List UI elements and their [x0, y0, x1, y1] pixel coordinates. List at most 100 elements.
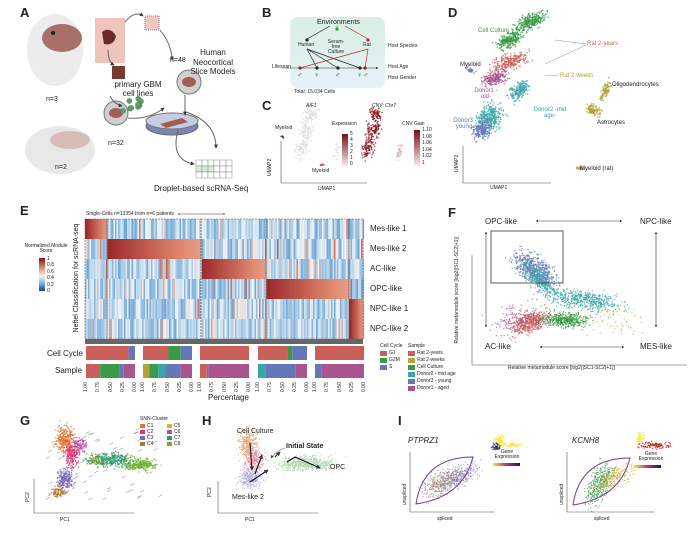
scatter-point [525, 88, 528, 90]
heatmap-cell [259, 259, 261, 279]
heatmap-cell [206, 259, 209, 279]
heatmap-cell [152, 319, 155, 339]
heatmap-cell [112, 299, 114, 319]
scatter-point [304, 122, 307, 124]
scatter-point [517, 84, 520, 87]
scatter-point [310, 134, 313, 137]
scatter-point [540, 263, 542, 265]
scatter-point [481, 81, 483, 83]
scatter-point [519, 65, 522, 68]
heatmap-cell [353, 239, 356, 259]
heatmap-cell [356, 239, 359, 259]
scatter-point [301, 124, 304, 127]
heatmap-cell [203, 299, 206, 319]
scatter-point [542, 16, 544, 19]
scatter-point [337, 149, 339, 152]
heatmap-cell [100, 259, 102, 279]
heatmap-cell [118, 219, 120, 239]
scatter-point [535, 17, 537, 19]
scatter-point [591, 105, 594, 108]
scatter-point [306, 105, 309, 107]
heatmap-cell [149, 319, 152, 339]
scatter-point [531, 13, 534, 16]
heatmap-cell [167, 239, 170, 259]
heatmap-cell [163, 279, 165, 299]
scatter-point [525, 60, 528, 63]
scatter-point [501, 70, 503, 73]
scatter-point [371, 143, 373, 145]
heatmap-cell [334, 219, 336, 239]
scatter-point [480, 120, 482, 123]
heatmap-cell [286, 279, 288, 299]
scatter-point [538, 278, 540, 281]
heatmap-cell [158, 319, 161, 339]
heatmap-cell [140, 279, 143, 299]
heatmap-cell [208, 239, 210, 259]
gbm-cell-icon [120, 108, 126, 114]
scatter-point [520, 267, 522, 270]
scatter-point [400, 145, 402, 148]
scatter-point [522, 29, 525, 31]
scatter-point [496, 74, 499, 77]
scatter-point [526, 15, 529, 17]
heatmap-cell [161, 279, 164, 299]
heatmap-cell [307, 259, 309, 279]
scatter-point [510, 57, 513, 59]
heatmap-cell [122, 239, 125, 259]
scatter-point [335, 158, 338, 161]
scatter-point [528, 274, 530, 276]
scatter-point [487, 80, 490, 82]
scatter-point [333, 156, 335, 158]
heatmap-cell [91, 319, 93, 339]
heatmap-cell [116, 279, 119, 299]
scatter-point [306, 109, 309, 111]
heatmap-cell [223, 279, 225, 299]
heatmap-cell [289, 299, 291, 319]
heatmap-cell [164, 239, 167, 259]
scatter-point [513, 90, 516, 93]
heatmap-cell [235, 299, 237, 319]
heatmap-cell [353, 259, 356, 279]
scatter-point [519, 245, 521, 247]
heatmap-cell [245, 219, 248, 239]
scatter-point [307, 130, 310, 132]
scatter-point [494, 79, 496, 81]
scatter-point [483, 111, 486, 113]
scatter-point [529, 26, 531, 29]
scatter-point [551, 277, 553, 280]
scatter-point [377, 110, 380, 112]
scatter-point [500, 59, 503, 61]
heatmap-cell [323, 219, 326, 239]
legend-swatch [380, 365, 387, 370]
heatmap-cell [202, 319, 204, 339]
scatter-point [516, 92, 518, 95]
heatmap-cell [254, 259, 257, 279]
scatter-point [365, 141, 368, 143]
heatmap-cell [229, 219, 231, 239]
scatter-point [506, 77, 509, 80]
scatter-point [280, 135, 282, 138]
heatmap-cell [280, 239, 282, 259]
scatter-point [556, 284, 558, 287]
scatter-point [507, 63, 510, 65]
heatmap-cell [280, 299, 282, 319]
scatter-point [487, 126, 490, 129]
heatmap-cell [109, 219, 111, 239]
heatmap-cell [341, 259, 344, 279]
heatmap-cell [86, 239, 89, 259]
heatmap-cell [197, 319, 200, 339]
scatter-point [542, 263, 544, 266]
scatter-point [611, 301, 613, 303]
scatter-point [550, 278, 552, 281]
scatter-point [509, 47, 511, 50]
scatter-point [379, 119, 382, 121]
heatmap-cell [88, 319, 90, 339]
scatter-point [516, 29, 518, 32]
scatter-point [370, 156, 373, 159]
scatter-point [526, 271, 529, 273]
scatter-point [376, 122, 379, 124]
scatter-point [525, 271, 527, 274]
scatter-point [596, 115, 599, 118]
heatmap-cell [92, 259, 95, 279]
heatmap-cell [199, 239, 201, 259]
